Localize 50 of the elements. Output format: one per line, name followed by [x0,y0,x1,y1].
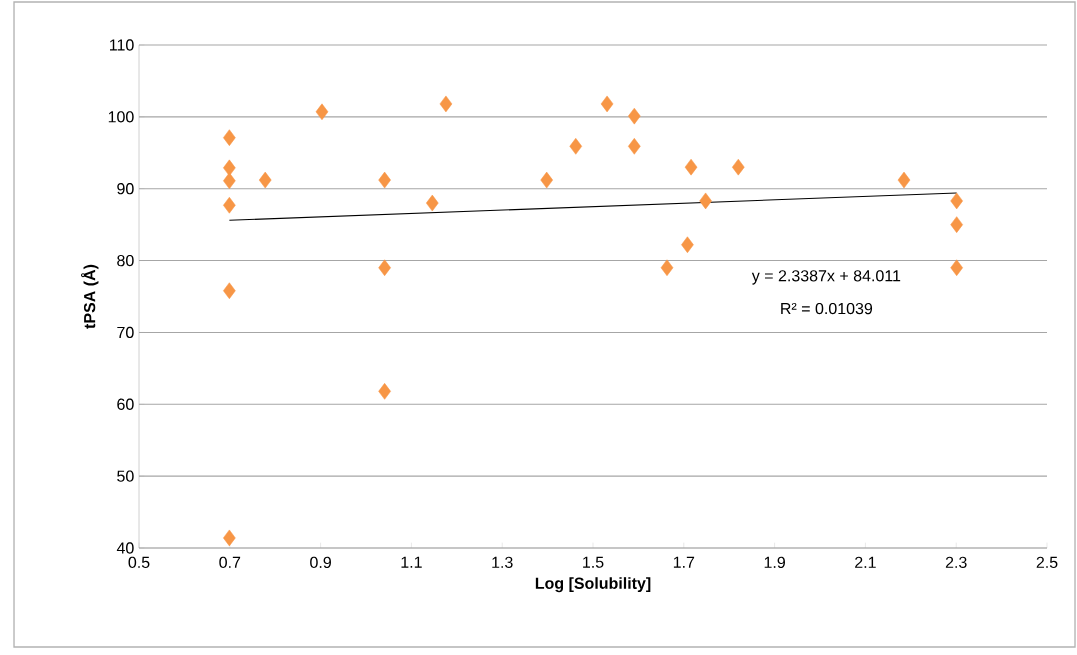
y-tick-label: 50 [117,470,134,482]
point [223,196,236,214]
point [378,383,391,400]
point [378,259,391,277]
point [628,107,641,125]
point [223,172,236,190]
point [426,194,439,212]
annotation: y = 2.3387x + 84.011 [751,270,901,285]
point [223,282,236,300]
x-tick-label: 0.7 [219,556,241,569]
x-tick-label: 0.9 [310,556,331,569]
y-axis-title: tPSA (Å) [81,264,99,329]
y-tick-label: 100 [108,111,134,123]
y-tick-label: 60 [117,398,134,410]
y-tick-label: 90 [117,183,134,195]
x-tick-label: 2.3 [945,556,967,569]
y-tick-label: 40 [116,542,134,554]
point [699,192,712,210]
y-tick-label: 110 [110,39,134,51]
x-tick-label: 1.1 [401,556,422,568]
point [660,259,674,277]
x-tick-label: 0.5 [128,556,150,569]
point [897,171,911,189]
point [732,158,745,176]
x-tick-label: 1.3 [492,556,513,569]
point [950,192,963,210]
point [223,529,236,547]
x-tick-label: 1.5 [583,556,604,568]
point [628,138,641,155]
point [600,95,614,113]
point [223,129,236,146]
point [223,159,236,177]
point [315,103,329,121]
y-tick-label: 70 [117,326,134,339]
point [378,171,391,189]
point [681,236,694,254]
point [569,138,583,155]
point [950,259,963,277]
x-tick-label: 2.5 [1036,556,1058,569]
point [540,171,553,189]
point [684,158,698,176]
point [950,216,963,233]
x-tick-label: 1.9 [764,556,785,569]
point [439,95,453,113]
x-tick-label: 1.7 [673,556,695,568]
x-tick-label: 2.1 [855,556,876,568]
point [258,171,272,189]
y-tick-label: 80 [117,254,134,267]
annotation: R² = 0.01039 [781,302,873,315]
x-axis-title: Log [Solubility] [535,577,651,593]
